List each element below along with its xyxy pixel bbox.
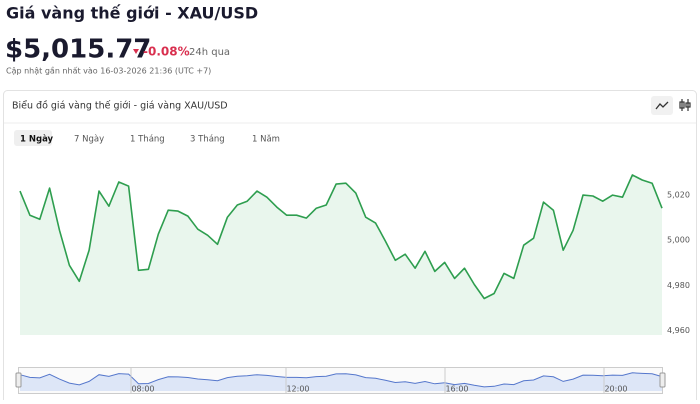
y-tick-label: 4,980 [667,281,690,290]
tab-selected-bg [14,130,52,146]
y-tick-label: 5,020 [667,191,690,200]
tab[interactable]: 1 Năm [252,135,280,145]
y-tick-label: 4,960 [667,326,690,335]
nav-line [19,372,663,388]
nav-label: 12:00 [286,385,309,394]
panel [3,90,697,404]
panel-title: Biểu đồ giá vàng thế giới - giá vàng XAU… [12,101,228,112]
price: $5,015.77 [5,35,151,65]
nav-handle-left[interactable] [15,372,22,388]
nav-handle-right[interactable] [659,372,666,388]
tab[interactable]: 1 Tháng [130,135,165,145]
down-arrow [133,49,139,54]
area [20,175,662,335]
change: -0.08% [143,45,190,59]
tab[interactable]: 7 Ngày [74,135,104,145]
nav-label: 08:00 [131,385,154,394]
y-tick-label: 5,000 [667,236,690,245]
candle-mode-button[interactable] [679,99,691,111]
line-icon [655,101,669,110]
title: Giá vàng thế giới - XAU/USD [6,4,258,23]
tab[interactable]: 3 Tháng [190,135,225,145]
price-line [19,174,663,300]
tab[interactable]: 1 Ngày [20,135,54,145]
nav-label: 16:00 [445,385,468,394]
period: 24h qua [189,47,230,58]
nav-label: 20:00 [604,385,627,394]
updated: Cập nhật gần nhất vào 16-03-2026 21:36 (… [6,66,211,77]
